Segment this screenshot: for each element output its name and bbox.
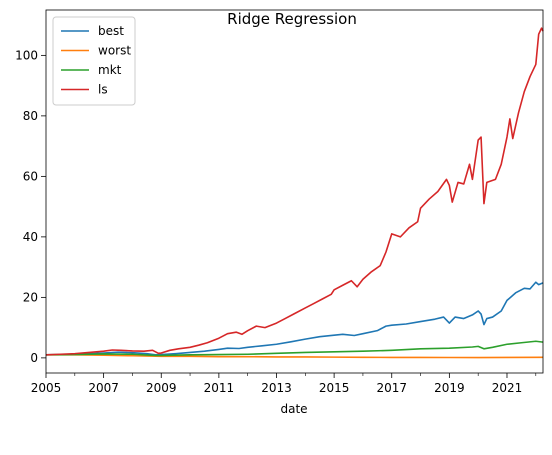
y-tick-label: 20 xyxy=(23,290,38,304)
y-tick-label: 60 xyxy=(23,169,38,183)
chart-title: Ridge Regression xyxy=(227,10,357,28)
x-tick-label: 2011 xyxy=(204,381,235,395)
y-tick-label: 0 xyxy=(30,351,38,365)
series-line-mkt xyxy=(45,340,544,357)
x-tick-label: 2013 xyxy=(261,381,292,395)
y-axis: 0 20 40 60 80 100 xyxy=(15,48,46,365)
legend-box xyxy=(52,16,136,106)
legend-label-mkt: mkt xyxy=(98,63,122,77)
y-tick-label: 40 xyxy=(23,230,38,244)
x-axis-label: date xyxy=(280,402,307,416)
x-tick-label: 2007 xyxy=(88,381,119,395)
plot-frame xyxy=(45,9,544,374)
y-tick-label: 80 xyxy=(23,109,38,123)
series-line-ls xyxy=(45,27,544,356)
series-layer xyxy=(45,27,544,359)
x-tick-label: 2017 xyxy=(376,381,407,395)
legend-label-best: best xyxy=(98,24,124,38)
x-tick-label: 2005 xyxy=(31,381,62,395)
legend: best worst mkt ls xyxy=(52,16,136,106)
series-line-worst xyxy=(46,354,544,359)
x-axis: 2005 2007 2009 2011 2013 2015 2017 2019 2021 xyxy=(31,373,537,395)
x-tick-label: 2009 xyxy=(146,381,177,395)
legend-label-worst: worst xyxy=(98,44,131,58)
legend-label-ls: ls xyxy=(98,83,108,97)
x-tick-label: 2015 xyxy=(319,381,350,395)
series-line-best xyxy=(45,281,544,356)
x-tick-label: 2019 xyxy=(434,381,465,395)
x-tick-label: 2021 xyxy=(492,381,523,395)
y-tick-label: 100 xyxy=(15,48,38,62)
